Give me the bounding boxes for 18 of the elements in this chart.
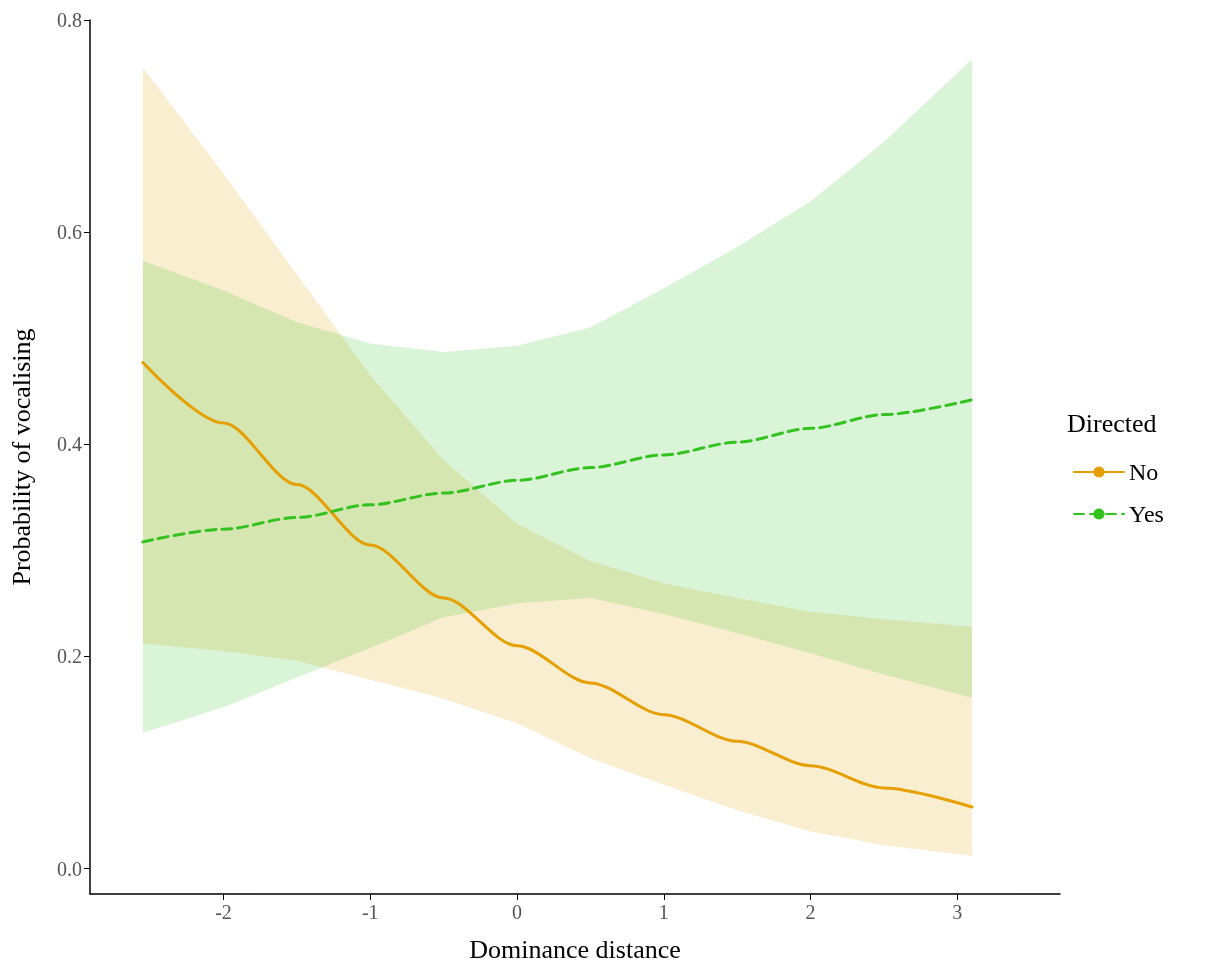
y-axis-title: Probability of vocalising <box>6 328 36 586</box>
x-tick-label: 2 <box>805 901 816 923</box>
legend-label: Yes <box>1129 501 1164 527</box>
x-axis-title: Dominance distance <box>469 934 681 964</box>
line-series <box>141 361 974 809</box>
legend-label: No <box>1129 459 1159 485</box>
x-tick-label: -1 <box>361 901 379 923</box>
y-tick-label: 0.4 <box>57 433 82 456</box>
x-tick-label: 0 <box>512 901 523 923</box>
legend-title: Directed <box>1067 408 1157 438</box>
y-tick-label: 0.6 <box>57 221 82 244</box>
y-tick-label: 0.2 <box>57 645 82 668</box>
y-tick-label: 0.8 <box>57 9 82 31</box>
line-series <box>141 398 974 544</box>
x-tick-label: 1 <box>658 901 669 923</box>
y-tick-label: 0.0 <box>57 857 82 880</box>
x-tick-label: 3 <box>952 901 963 923</box>
x-tick-label: -2 <box>215 901 232 923</box>
